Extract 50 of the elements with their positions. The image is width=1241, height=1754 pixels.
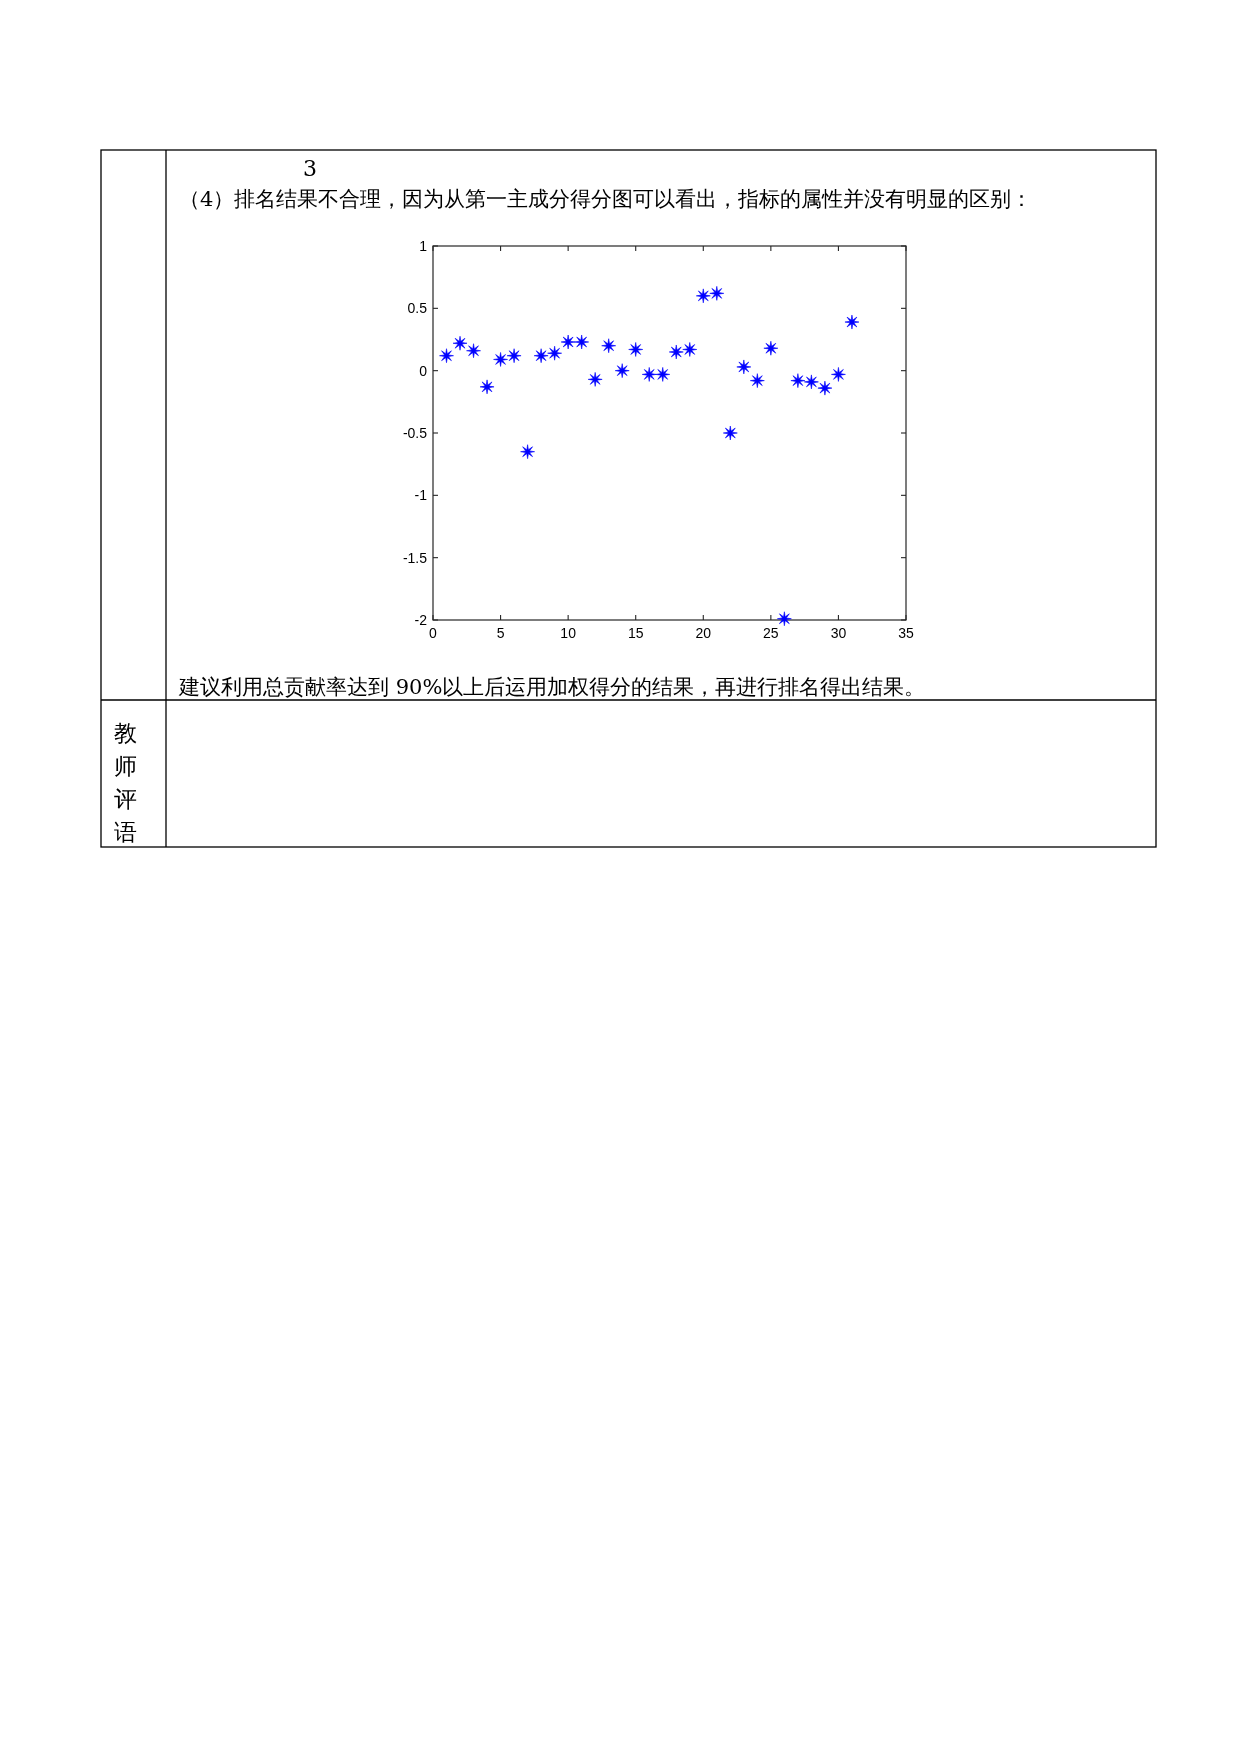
- y-tick-label: -0.5: [402, 425, 428, 441]
- x-tick-label: 30: [830, 625, 847, 641]
- point: [750, 373, 765, 388]
- x-tick-label: 20: [695, 625, 712, 641]
- point: [804, 374, 819, 390]
- x-tick-label: 5: [496, 625, 505, 641]
- point: [601, 338, 616, 354]
- point: [479, 379, 495, 395]
- x-tick-label: 10: [560, 625, 577, 641]
- point: [574, 334, 589, 350]
- point: [682, 342, 698, 357]
- point: [736, 359, 752, 375]
- y-tick-label: -1: [414, 487, 428, 504]
- point: [614, 363, 630, 378]
- point: [439, 348, 454, 364]
- x-tick-label: 0: [429, 625, 438, 641]
- point: [493, 352, 508, 367]
- point: [547, 345, 562, 361]
- point: [628, 342, 644, 357]
- point: [709, 286, 725, 301]
- text: 教师评语: [113, 720, 137, 845]
- point: [466, 343, 481, 359]
- point: [668, 344, 684, 360]
- point: [520, 444, 535, 459]
- y-tick-label: -2: [414, 612, 428, 628]
- point: [777, 611, 792, 627]
- y-tick-label: 0.5: [407, 300, 428, 317]
- point: [506, 348, 522, 364]
- point: [695, 288, 711, 304]
- x-tick-label: 35: [898, 625, 914, 641]
- y-tick-label: 0: [419, 362, 428, 379]
- chart-title: （4）排名结果不合理，因为从第一主成分得分图可以看出，指标的属性并没有明显的区别：: [179, 187, 1033, 211]
- y-tick-label: 1: [419, 238, 428, 254]
- point: [655, 367, 671, 382]
- point: [763, 340, 779, 356]
- point: [817, 380, 833, 396]
- x-tick-label: 15: [627, 625, 644, 641]
- text: 3: [303, 156, 317, 181]
- x-tick-label: 25: [763, 625, 779, 641]
- point: [641, 367, 657, 382]
- text: 建议利用总贡献率达到 90%以上后运用加权得分的结果，再进行排名得出结果。: [178, 675, 926, 699]
- point: [452, 335, 468, 351]
- point: [533, 348, 549, 364]
- point: [844, 314, 860, 330]
- y-tick-label: -1.5: [402, 549, 428, 566]
- point: [587, 372, 603, 387]
- point: [790, 373, 806, 388]
- point: [723, 425, 738, 441]
- point: [831, 367, 846, 382]
- point: [560, 334, 576, 350]
